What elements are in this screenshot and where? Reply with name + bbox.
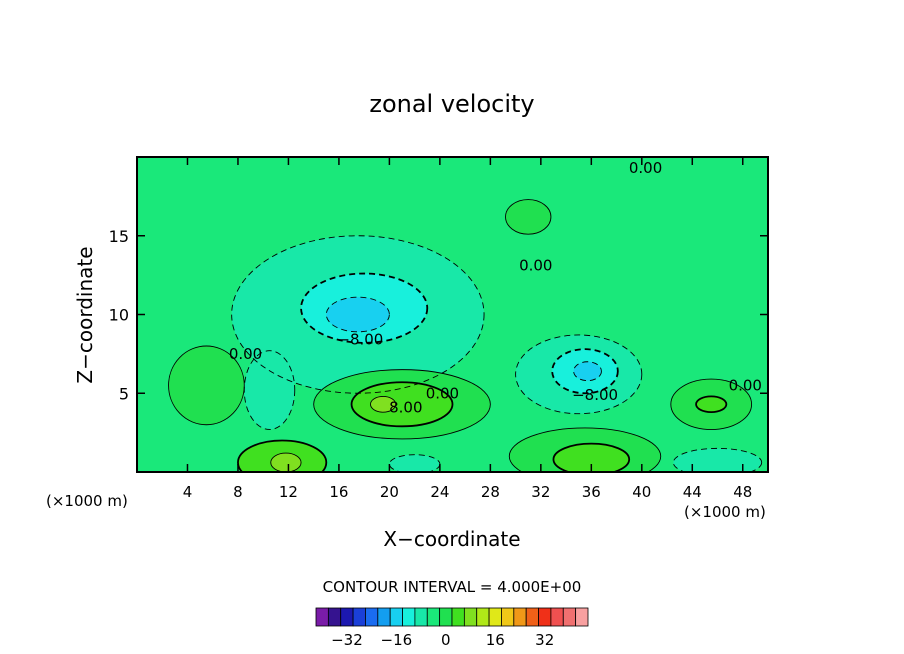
field-region-7 <box>673 448 762 472</box>
field-region-13 <box>696 396 727 413</box>
contour-line-15 <box>552 442 631 472</box>
plot-area <box>137 157 768 472</box>
colorbar-swatch-13 <box>476 607 490 627</box>
contour-label-0: 0.00 <box>629 159 662 177</box>
colorbar-swatch-8 <box>414 607 428 627</box>
x-tick-label-20: 20 <box>380 483 399 501</box>
contour-line-7 <box>672 447 763 472</box>
contour-line-14 <box>237 439 328 472</box>
contour-label-6: −8.00 <box>572 386 618 404</box>
contour-line-4 <box>670 378 753 430</box>
field-region-15 <box>553 443 630 472</box>
field-region-17 <box>573 361 602 381</box>
contour-line-3 <box>313 369 491 440</box>
field-region-9 <box>244 350 295 430</box>
colorbar-swatch-11 <box>451 607 465 627</box>
colorbar-swatch-20 <box>562 607 577 627</box>
x-tick-label-8: 8 <box>233 483 243 501</box>
chart-title: zonal velocity <box>369 90 534 118</box>
colorbar-tick-label-4: 32 <box>535 631 554 649</box>
y-tick-label-15: 15 <box>109 227 129 246</box>
field-regions <box>168 199 762 472</box>
y-axis-label: Z−coordinate <box>73 246 97 383</box>
colorbar-swatch-17 <box>525 607 539 627</box>
field-region-6 <box>168 346 245 425</box>
colorbar-swatch-10 <box>439 607 453 627</box>
x-tick-label-40: 40 <box>632 483 651 501</box>
x-tick-label-36: 36 <box>582 483 601 501</box>
y-axis-ticks: 5 10 15 <box>109 227 768 403</box>
contour-line-12 <box>350 381 454 428</box>
colorbar-swatch-0 <box>315 607 329 627</box>
colorbar-swatch-2 <box>340 607 354 627</box>
contour-interval-label: CONTOUR INTERVAL = 4.000E+00 <box>323 578 582 596</box>
colorbar-tick-labels: −32 −16 0 16 32 <box>331 631 554 649</box>
x-tick-label-44: 44 <box>683 483 702 501</box>
contour-line-13 <box>695 395 728 414</box>
colorbar-swatch-6 <box>389 607 403 627</box>
contour-label-4: 0.00 <box>426 384 459 402</box>
colorbar-swatch-7 <box>402 607 416 627</box>
colorbar-swatch-18 <box>538 607 552 627</box>
x-tick-label-28: 28 <box>481 483 500 501</box>
x-axis-unit: (×1000 m) <box>46 492 128 510</box>
field-region-16 <box>326 297 390 332</box>
colorbar-swatch-9 <box>426 607 441 627</box>
field-region-12 <box>351 382 453 427</box>
contour-label-1: 0.00 <box>519 257 552 275</box>
contour-label-2: −8.00 <box>337 331 383 349</box>
x-axis-label: X−coordinate <box>383 527 520 551</box>
field-region-18 <box>370 396 396 413</box>
colorbar-swatch-15 <box>501 607 515 627</box>
colorbar-swatch-3 <box>352 607 366 627</box>
contour-line-18 <box>370 395 397 413</box>
colorbar-swatch-1 <box>327 607 342 627</box>
contour-labels: 0.000.00−8.000.000.008.00−8.000.00 <box>229 159 762 416</box>
x-tick-label-24: 24 <box>430 483 449 501</box>
colorbar-tick-label-0: −32 <box>331 631 363 649</box>
colorbar-tick-label-3: 16 <box>486 631 505 649</box>
colorbar-swatch-12 <box>463 607 478 627</box>
contour-line-9 <box>243 350 296 430</box>
colorbar-swatch-14 <box>488 607 502 627</box>
y-tick-label-5: 5 <box>119 384 129 403</box>
contour-line-17 <box>573 361 602 382</box>
contour-line-2 <box>505 199 552 235</box>
colorbar-swatch-5 <box>377 607 391 627</box>
x-axis-ticks: 4 8 12 16 20 24 28 32 36 40 44 48 <box>183 157 752 501</box>
contour-lines <box>168 199 763 472</box>
contour-line-1 <box>515 334 643 415</box>
contour-label-7: 0.00 <box>729 376 762 394</box>
contour-line-10 <box>300 272 429 344</box>
colorbar-tick-label-1: −16 <box>381 631 413 649</box>
colorbar-swatch-4 <box>365 607 379 627</box>
field-region-19 <box>270 453 302 472</box>
colorbar <box>315 607 589 627</box>
contour-line-16 <box>325 296 390 333</box>
x-tick-label-48: 48 <box>733 483 752 501</box>
colorbar-tick-label-2: 0 <box>441 631 451 649</box>
contour-label-5: 8.00 <box>389 398 422 416</box>
x-tick-label-32: 32 <box>531 483 550 501</box>
colorbar-swatch-21 <box>575 607 589 627</box>
contour-label-3: 0.00 <box>229 345 262 363</box>
y-tick-label-10: 10 <box>109 306 129 325</box>
contour-line-5 <box>508 427 662 472</box>
field-region-8 <box>389 454 440 472</box>
x-tick-label-16: 16 <box>329 483 348 501</box>
contour-line-11 <box>551 348 619 395</box>
colorbar-swatch-16 <box>513 607 527 627</box>
y-axis-unit: (×1000 m) <box>684 503 766 521</box>
field-region-2 <box>505 199 551 235</box>
colorbar-swatch-19 <box>550 607 564 627</box>
x-tick-label-4: 4 <box>183 483 193 501</box>
x-tick-label-12: 12 <box>279 483 298 501</box>
contour-line-6 <box>168 345 245 426</box>
